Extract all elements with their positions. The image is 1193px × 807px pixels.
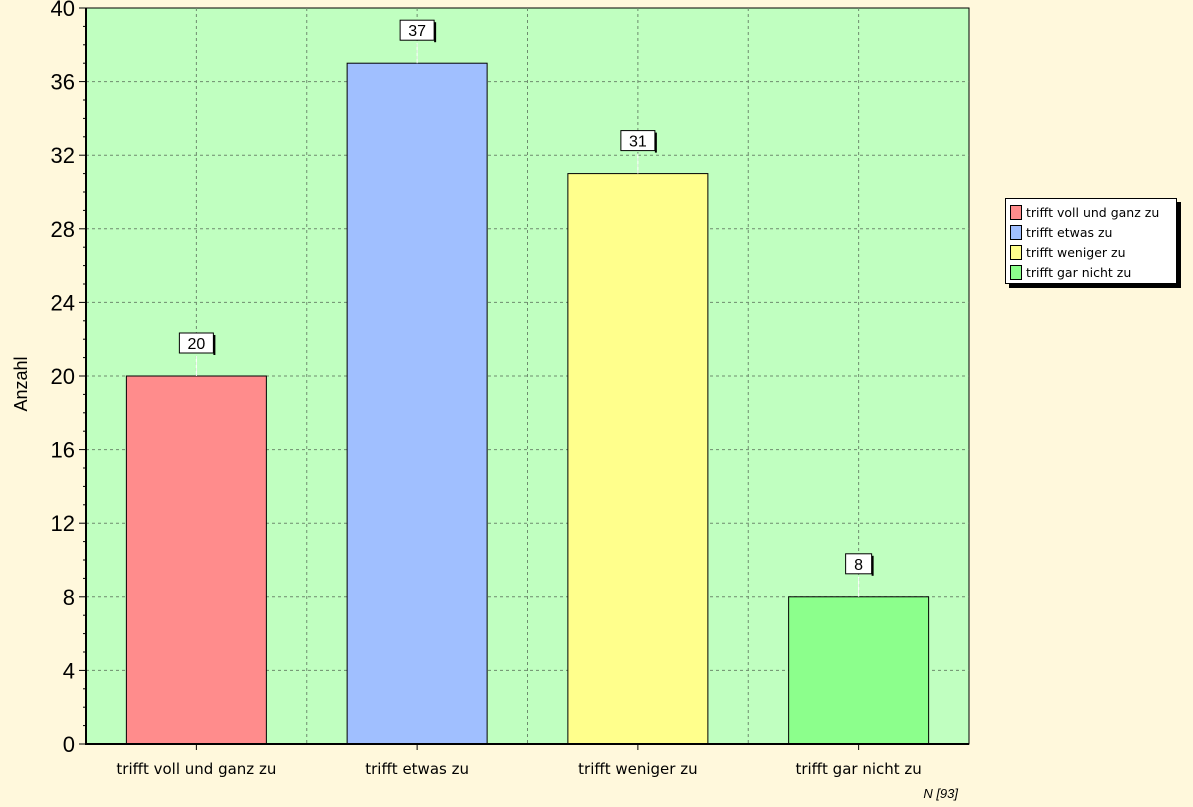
bar: [125, 375, 267, 745]
legend-swatch: [1010, 264, 1022, 280]
legend-swatch: [1010, 204, 1022, 220]
x-tick-label: trifft voll und ganz zu: [116, 760, 276, 778]
value-label-shadow: [434, 22, 437, 43]
sample-size-note: N [93]: [923, 786, 958, 801]
x-tick-label: trifft etwas zu: [365, 760, 469, 778]
y-tick-label: 20: [51, 364, 75, 389]
y-tick-label: 8: [63, 585, 75, 610]
legend-label: trifft etwas zu: [1026, 224, 1113, 240]
bar: [346, 62, 488, 745]
bar: [788, 596, 930, 745]
value-label: 37: [408, 23, 426, 40]
y-tick-label: 4: [63, 658, 75, 683]
legend-label: trifft voll und ganz zu: [1026, 204, 1160, 220]
x-tick-label: trifft gar nicht zu: [795, 760, 921, 778]
value-label-shadow: [654, 132, 657, 153]
legend: trifft voll und ganz zu trifft etwas zu …: [1005, 198, 1177, 284]
legend-swatch: [1010, 224, 1022, 240]
y-tick-label: 40: [51, 0, 75, 21]
bar: [567, 173, 709, 745]
legend-label: trifft weniger zu: [1026, 244, 1126, 260]
bars: 20 37 31 8: [125, 19, 930, 745]
y-axis-title: Anzahl: [11, 356, 31, 411]
value-label: 8: [854, 557, 863, 574]
value-label: 20: [187, 336, 205, 353]
y-tick-label: 28: [51, 217, 75, 242]
y-tick-label: 0: [63, 732, 75, 757]
x-tick-label: trifft weniger zu: [578, 760, 697, 778]
value-label-shadow: [213, 335, 216, 355]
legend-item: trifft voll und ganz zu: [1010, 202, 1172, 222]
legend-item: trifft etwas zu: [1010, 222, 1172, 242]
y-tick-label: 16: [51, 438, 75, 463]
value-label-shadow: [871, 555, 874, 576]
y-tick-label: 36: [51, 70, 75, 95]
legend-item: trifft gar nicht zu: [1010, 262, 1172, 282]
y-tick-label: 24: [51, 290, 75, 315]
y-tick-label: 12: [51, 511, 75, 536]
legend-item: trifft weniger zu: [1010, 242, 1172, 262]
value-label: 31: [629, 134, 647, 151]
axes: 0 4 8 12 16 20 24 28 32 36 40 trifft voll und ganz …: [51, 0, 969, 778]
legend-label: trifft gar nicht zu: [1026, 264, 1132, 280]
y-tick-label: 32: [51, 143, 75, 168]
legend-swatch: [1010, 244, 1022, 260]
